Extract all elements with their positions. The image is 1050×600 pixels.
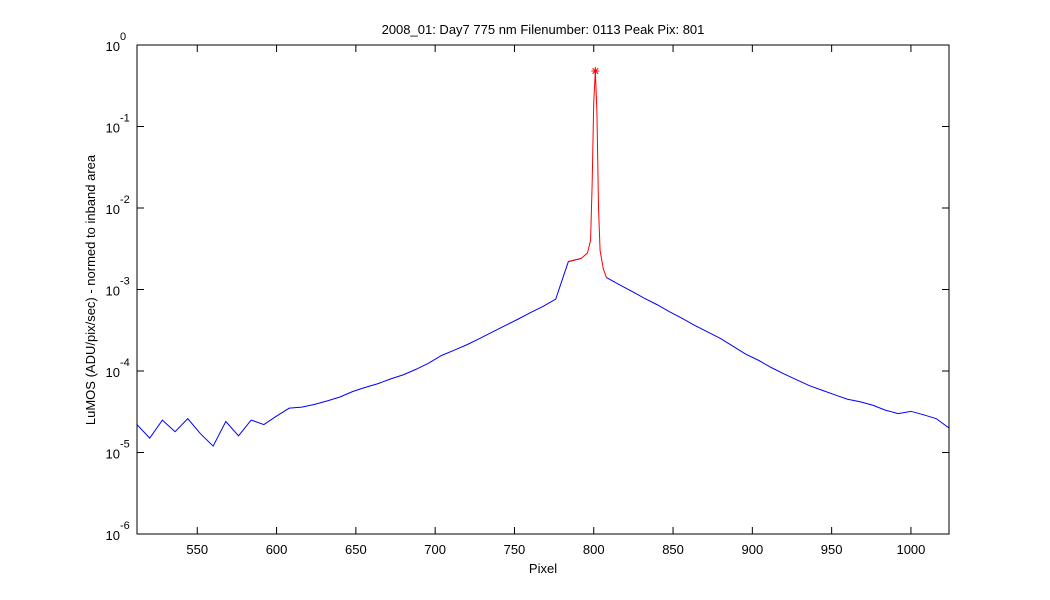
y-tick-label: 10 [106, 39, 120, 54]
y-tick-label: 10 [106, 121, 120, 136]
x-tick-label: 900 [741, 542, 763, 557]
y-axis-label: LuMOS (ADU/pix/sec) - normed to inband a… [83, 154, 98, 425]
x-tick-label: 600 [266, 542, 288, 557]
x-tick-label: 700 [424, 542, 446, 557]
y-tick-label: 10 [106, 528, 120, 543]
data-line [136, 258, 950, 447]
y-tick-exponent: -1 [120, 113, 130, 125]
x-tick-label: 850 [662, 542, 684, 557]
y-tick-label: 10 [106, 365, 120, 380]
y-tick-exponent: -4 [120, 357, 130, 369]
y-tick-exponent: -3 [120, 276, 130, 288]
plot-area [136, 66, 950, 447]
y-tick-label: 10 [106, 447, 120, 462]
y-tick-exponent: -2 [120, 194, 130, 206]
x-tick-label: 950 [821, 542, 843, 557]
data-line [568, 70, 607, 278]
y-tick-exponent: 0 [120, 31, 126, 43]
y-tick-label: 10 [106, 202, 120, 217]
x-tick-label: 550 [186, 542, 208, 557]
x-tick-label: 650 [345, 542, 367, 557]
x-tick-label: 750 [504, 542, 526, 557]
chart-title: 2008_01: Day7 775 nm Filenumber: 0113 Pe… [382, 22, 705, 37]
peak-marker [591, 66, 600, 75]
y-tick-exponent: -6 [120, 520, 130, 532]
x-tick-label: 800 [583, 542, 605, 557]
x-tick-label: 1000 [896, 542, 925, 557]
y-tick-label: 10 [106, 284, 120, 299]
y-tick-exponent: -5 [120, 439, 130, 451]
x-axis-label: Pixel [529, 561, 557, 576]
